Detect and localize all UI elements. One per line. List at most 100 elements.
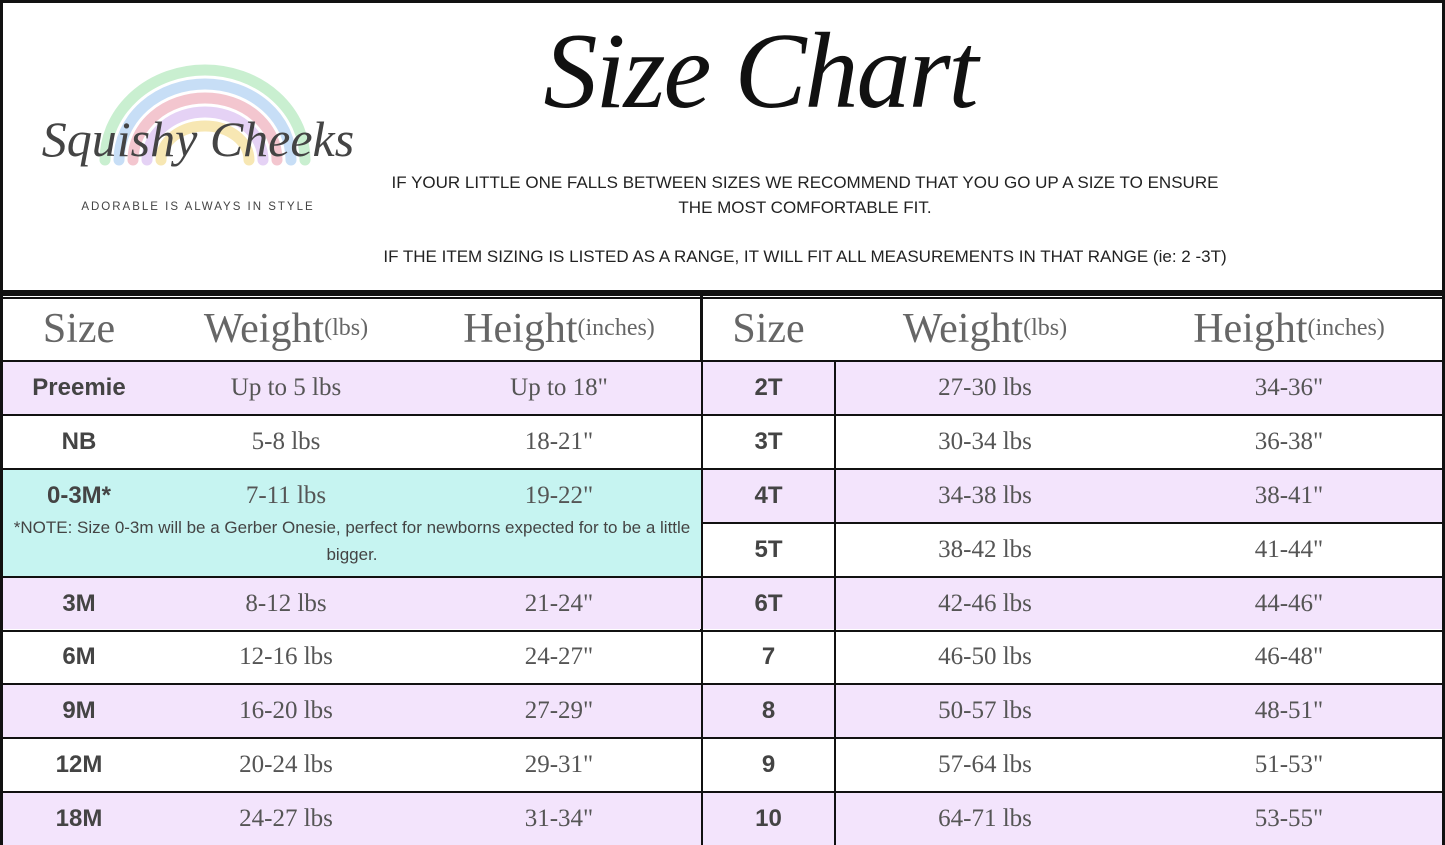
row-rule xyxy=(703,467,1442,470)
measure-cell: 29-31" xyxy=(524,751,594,779)
column-unit: (inches) xyxy=(577,315,655,341)
row-rule xyxy=(3,413,701,416)
measure-cell: 24-27" xyxy=(524,643,594,671)
measure-cell: 38-41" xyxy=(1254,481,1324,509)
measure-cell: 41-44" xyxy=(1254,535,1324,563)
logo-name: Squishy Cheeks xyxy=(41,111,355,167)
column-name: Size xyxy=(732,305,805,352)
measure-cell: 8-12 lbs xyxy=(245,589,327,617)
logo-tagline: ADORABLE IS ALWAYS IN STYLE xyxy=(81,201,315,213)
measure-cell: 44-46" xyxy=(1254,589,1324,617)
measure-cell: 27-29" xyxy=(524,697,594,725)
table-row xyxy=(3,793,701,845)
row-rule xyxy=(3,467,701,470)
row-rule xyxy=(703,629,1442,632)
measure-cell: 21-24" xyxy=(524,589,594,617)
row-rule xyxy=(703,575,1442,578)
header-frame xyxy=(0,0,1445,293)
measure-cell: 46-50 lbs xyxy=(938,643,1032,671)
column-unit: (lbs) xyxy=(1023,315,1068,341)
measure-cell: 31-34" xyxy=(524,805,594,833)
measure-cell: 7-11 lbs xyxy=(245,481,327,509)
column-header: Weight (lbs) xyxy=(155,297,417,360)
table-row xyxy=(3,469,701,576)
column-name: Weight xyxy=(203,305,325,352)
row-rule xyxy=(703,521,1442,524)
note: IF YOUR LITTLE ONE FALLS BETWEEN SIZES W… xyxy=(391,173,1219,217)
table-row xyxy=(3,362,701,414)
measure-cell: 12-16 lbs xyxy=(239,643,333,671)
size-cell: 9 xyxy=(761,751,776,779)
row-rule xyxy=(3,575,701,578)
divider xyxy=(700,295,703,845)
column-unit: (inches) xyxy=(1307,315,1385,341)
size-cell: 4T xyxy=(754,481,783,509)
size-cell: 6M xyxy=(62,643,96,671)
measure-cell: 64-71 lbs xyxy=(938,805,1032,833)
measure-cell: 5-8 lbs xyxy=(251,427,321,455)
row-rule xyxy=(3,683,701,686)
size-cell: 18M xyxy=(55,805,103,833)
size-cell: 10 xyxy=(755,805,782,833)
table-row xyxy=(703,631,1442,684)
size-cell: 8 xyxy=(761,697,776,725)
size-cell: 5T xyxy=(754,535,783,563)
measure-cell: 34-38 lbs xyxy=(938,481,1032,509)
row-rule xyxy=(703,737,1442,740)
measure-cell: Up to 18" xyxy=(510,373,608,401)
table-row xyxy=(703,739,1442,792)
measure-cell: 34-36" xyxy=(1254,373,1324,401)
table-row xyxy=(3,685,701,738)
table-row xyxy=(3,739,701,792)
size-cell: 0-3M* xyxy=(46,481,112,509)
column-name: Weight xyxy=(902,305,1024,352)
measure-cell: 57-64 lbs xyxy=(938,751,1032,779)
size-cell: 2T xyxy=(754,373,783,401)
column-header: Size xyxy=(703,297,834,360)
column-header: Height (inches) xyxy=(1136,297,1442,360)
row-rule xyxy=(3,360,701,362)
table-row xyxy=(3,415,701,468)
measure-cell: 27-30 lbs xyxy=(938,373,1032,401)
column-name: Height xyxy=(1193,305,1308,352)
column-rule xyxy=(834,360,836,845)
measure-cell: 16-20 lbs xyxy=(239,697,333,725)
measure-cell: 24-27 lbs xyxy=(239,805,333,833)
measure-cell: 30-34 lbs xyxy=(938,427,1032,455)
size-cell: NB xyxy=(61,427,97,455)
table-row xyxy=(703,577,1442,630)
table-row xyxy=(3,631,701,684)
row-rule xyxy=(3,629,701,632)
measure-cell: 42-46 lbs xyxy=(938,589,1032,617)
size-cell: 9M xyxy=(62,697,96,725)
row-rule xyxy=(703,360,1442,362)
table-row xyxy=(703,469,1442,522)
header-rule xyxy=(0,297,1445,299)
column-header: Weight (lbs) xyxy=(834,297,1136,360)
table-row xyxy=(703,415,1442,468)
measure-cell: 18-21" xyxy=(524,427,594,455)
measure-cell: 20-24 lbs xyxy=(239,751,333,779)
measure-cell: 46-48" xyxy=(1254,643,1324,671)
title: Size Chart xyxy=(543,12,978,131)
column-name: Height xyxy=(463,305,578,352)
row-note: *NOTE: Size 0-3m will be a Gerber Onesie… xyxy=(13,517,691,564)
measure-cell: 48-51" xyxy=(1254,697,1324,725)
size-cell: 3M xyxy=(62,589,96,617)
measure-cell: 53-55" xyxy=(1254,805,1324,833)
column-header: Size xyxy=(3,297,155,360)
row-rule xyxy=(703,683,1442,686)
table-row xyxy=(703,685,1442,738)
size-cell: Preemie xyxy=(32,373,126,401)
measure-cell: 36-38" xyxy=(1254,427,1324,455)
measure-cell: 19-22" xyxy=(524,481,594,509)
row-rule xyxy=(3,791,701,794)
table-row xyxy=(3,577,701,630)
measure-cell: Up to 5 lbs xyxy=(230,373,342,401)
size-cell: 3T xyxy=(754,427,783,455)
column-unit: (lbs) xyxy=(324,315,369,341)
table-row xyxy=(703,793,1442,845)
column-header: Height (inches) xyxy=(417,297,701,360)
